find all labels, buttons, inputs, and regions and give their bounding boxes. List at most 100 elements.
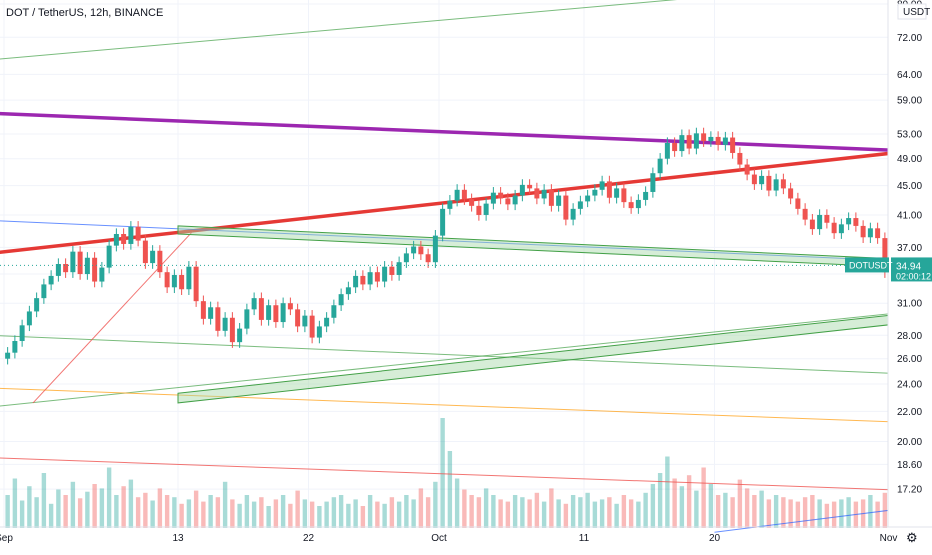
volume-bar <box>839 499 843 528</box>
candle-body <box>658 159 663 173</box>
candle-body <box>404 253 409 262</box>
volume-bar <box>187 499 191 528</box>
volume-bar <box>556 499 560 528</box>
volume-bar <box>440 418 444 528</box>
candle-body <box>397 262 402 275</box>
volume-bar <box>201 502 205 528</box>
volume-bar <box>796 502 800 528</box>
candle-body <box>571 209 576 220</box>
candle-body <box>259 298 264 320</box>
volume-bar <box>303 499 307 528</box>
volume-bar <box>535 493 539 528</box>
volume-bar <box>767 499 771 528</box>
y-tick-label: 24.00 <box>897 379 922 390</box>
volume-bar <box>875 502 879 528</box>
candle-body <box>839 224 844 233</box>
volume-bar <box>179 504 183 528</box>
y-tick-label: 37.00 <box>897 243 922 254</box>
x-tick-label: 22 <box>303 533 315 544</box>
candle-body <box>687 135 692 148</box>
candle-body <box>143 241 148 263</box>
volume-bar <box>274 499 278 528</box>
y-tick-label: 18.60 <box>897 460 922 471</box>
candle-body <box>375 272 380 281</box>
candle-body <box>600 181 605 189</box>
candle-body <box>679 135 684 151</box>
volume-bar <box>143 493 147 528</box>
volume-bar <box>114 495 118 528</box>
volume-bar <box>419 488 423 528</box>
y-tick-label: 49.00 <box>897 154 922 165</box>
volume-bar <box>578 497 582 528</box>
volume-bar <box>607 497 611 528</box>
candle-body <box>266 305 271 320</box>
volume-bar <box>245 495 249 528</box>
volume-bar <box>593 502 597 528</box>
volume-bar <box>100 488 104 528</box>
chart-title: DOT / TetherUS, 12h, BINANCE <box>6 7 163 19</box>
volume-bar <box>71 482 75 528</box>
candle-body <box>817 215 822 229</box>
candle-body <box>70 252 75 273</box>
volume-bar <box>49 504 53 528</box>
candle-body <box>694 133 699 148</box>
candle-body <box>853 218 858 226</box>
settings-gear-icon[interactable]: ⚙ <box>906 530 918 545</box>
volume-bar <box>498 499 502 528</box>
candle-body <box>41 284 46 298</box>
volume-bar <box>317 506 321 528</box>
candle-body <box>360 276 365 285</box>
volume-bar <box>810 495 814 528</box>
candle-body <box>324 318 329 327</box>
candle-body <box>795 198 800 208</box>
candle-body <box>310 316 315 338</box>
volume-bar <box>85 492 89 528</box>
candle-body <box>317 326 322 337</box>
volume-bar <box>194 491 198 528</box>
candle-body <box>469 199 474 206</box>
candle-body <box>426 254 431 262</box>
volume-bar <box>788 499 792 528</box>
volume-bar <box>310 502 314 528</box>
candle-body <box>92 258 97 282</box>
candle-body <box>5 353 10 359</box>
candle-body <box>339 294 344 305</box>
candle-body <box>614 188 619 197</box>
volume-bar <box>237 504 241 528</box>
candle-body <box>578 201 583 208</box>
y-tick-label: 45.00 <box>897 181 922 192</box>
volume-bar <box>150 501 154 529</box>
volume-bar <box>484 488 488 528</box>
candle-body <box>672 143 677 151</box>
volume-bar <box>216 497 220 528</box>
volume-bar <box>382 504 386 528</box>
volume-bar <box>723 493 727 528</box>
volume-bar <box>527 499 531 528</box>
candle-body <box>621 188 626 202</box>
volume-bar <box>651 484 655 528</box>
candle-body <box>172 275 177 287</box>
volume-bar <box>27 486 31 528</box>
y-tick-label: 28.00 <box>897 331 922 342</box>
volume-bar <box>252 502 256 528</box>
y-tick-label: 31.00 <box>897 299 922 310</box>
volume-bar <box>868 495 872 528</box>
volume-bar <box>78 498 82 528</box>
candle-body <box>708 137 713 141</box>
volume-bar <box>136 497 140 528</box>
volume-bar <box>259 497 263 528</box>
volume-bar <box>694 491 698 528</box>
current-price-countdown: 02:00:12 <box>896 271 931 281</box>
candle-body <box>150 251 155 263</box>
candle-body <box>556 196 561 206</box>
candle-body <box>484 204 489 215</box>
currency-label: USDT <box>903 7 930 18</box>
y-tick-label: 41.00 <box>897 210 922 221</box>
candle-body <box>462 190 467 199</box>
candle-body <box>861 226 866 237</box>
candle-body <box>179 275 184 289</box>
candle-body <box>505 198 510 204</box>
